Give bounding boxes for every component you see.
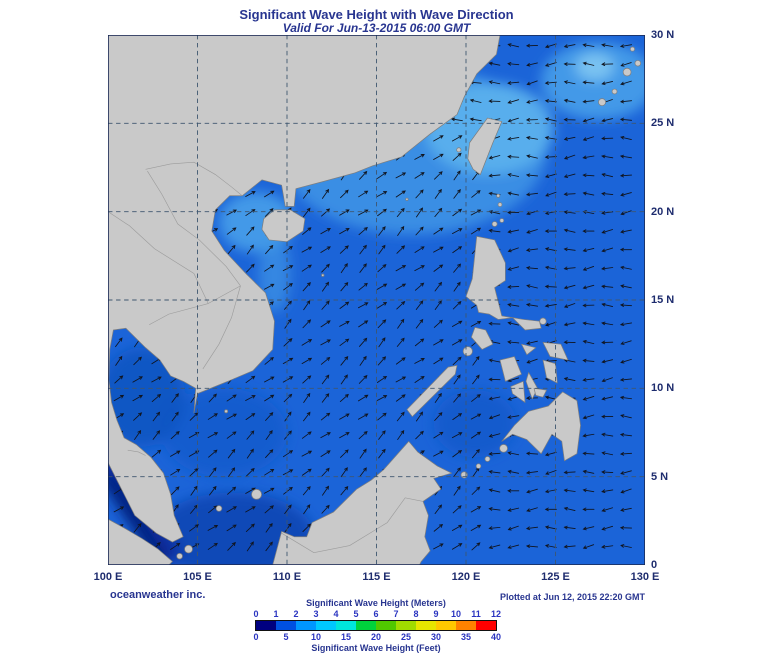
meters-tick: 8 — [413, 609, 419, 619]
page-title: Significant Wave Height with Wave Direct… — [239, 7, 514, 22]
mindoro-island — [471, 327, 494, 350]
colorbar-segment — [436, 621, 456, 630]
lon-tick-label: 130 E — [630, 571, 660, 583]
meters-tick: 5 — [353, 609, 359, 619]
colorbar-segment — [476, 621, 496, 630]
mindanao-island — [501, 391, 581, 462]
feet-tick: 5 — [283, 632, 289, 642]
feet-tick: 0 — [253, 632, 259, 642]
lat-tick-label: 0 — [651, 558, 658, 571]
feet-tick: 10 — [310, 632, 322, 642]
wave-height-map — [108, 35, 645, 565]
colorbar-segment — [276, 621, 296, 630]
lon-tick-label: 110 E — [272, 571, 302, 583]
sumatra-island — [108, 518, 173, 565]
colorbar-segment — [376, 621, 396, 630]
samar-island — [542, 342, 569, 361]
lon-tick-label: 125 E — [541, 571, 570, 583]
lat-tick-label: 10 N — [651, 382, 675, 395]
feet-tick: 35 — [460, 632, 472, 642]
map-plot-area — [108, 35, 645, 565]
colorbar-segment — [396, 621, 416, 630]
legend-meters-ticks: 0 1 2 3 4 5 6 7 8 9 10 11 12 — [253, 608, 501, 620]
legend-colorbar — [255, 620, 497, 631]
colorbar-segment — [356, 621, 376, 630]
masbate-island — [521, 343, 537, 356]
leyte-island — [542, 359, 558, 384]
meters-tick: 0 — [253, 609, 259, 619]
feet-tick: 30 — [430, 632, 442, 642]
meters-tick: 1 — [273, 609, 279, 619]
credit-text: oceanweather inc. — [110, 589, 206, 601]
meters-tick: 2 — [293, 609, 299, 619]
lat-tick-label: 15 N — [651, 293, 675, 306]
colorbar-segment — [416, 621, 436, 630]
colorbar-segment — [456, 621, 476, 630]
lat-tick-label: 30 N — [651, 29, 675, 41]
colorbar-segment — [256, 621, 276, 630]
luzon-island — [465, 236, 542, 331]
legend-feet-ticks: 0 5 10 15 20 25 30 35 40 — [253, 631, 501, 643]
legend-feet-label: Significant Wave Height (Feet) — [311, 643, 441, 653]
bohol-island — [533, 387, 547, 398]
lat-tick-label: 20 N — [651, 205, 675, 218]
lon-tick-label: 100 E — [93, 571, 123, 583]
country-borders — [108, 161, 424, 553]
asia-mainland — [108, 35, 501, 543]
borneo-island — [272, 440, 453, 565]
lon-tick-label: 105 E — [183, 571, 212, 583]
plotted-timestamp: Plotted at Jun 12, 2015 22:20 GMT — [499, 592, 645, 602]
lat-tick-label: 25 N — [651, 117, 675, 130]
colorbar-segment — [316, 621, 336, 630]
meters-tick: 10 — [450, 609, 462, 619]
feet-tick: 40 — [490, 632, 502, 642]
lon-tick-label: 115 E — [362, 571, 391, 583]
meters-tick: 3 — [313, 609, 319, 619]
colorbar-segment — [296, 621, 316, 630]
meters-tick: 4 — [333, 609, 339, 619]
meters-tick: 12 — [490, 609, 502, 619]
negros-island — [510, 380, 526, 403]
panay-island — [499, 356, 522, 382]
feet-tick: 15 — [340, 632, 352, 642]
meters-tick: 9 — [433, 609, 439, 619]
colorbar-segment — [336, 621, 356, 630]
feet-tick: 25 — [400, 632, 412, 642]
hainan-island — [261, 209, 306, 243]
palawan-island — [406, 365, 458, 417]
meters-tick: 6 — [373, 609, 379, 619]
meters-tick: 7 — [393, 609, 399, 619]
feet-tick: 20 — [370, 632, 382, 642]
lon-tick-label: 120 E — [451, 571, 481, 583]
meters-tick: 11 — [471, 609, 481, 619]
taiwan-island — [467, 117, 503, 175]
legend-meters-label: Significant Wave Height (Meters) — [306, 598, 446, 608]
landmasses — [108, 35, 642, 565]
graticule — [108, 35, 645, 565]
valid-time-subtitle: Valid For Jun-13-2015 06:00 GMT — [282, 21, 471, 35]
lat-tick-label: 5 N — [651, 470, 669, 483]
